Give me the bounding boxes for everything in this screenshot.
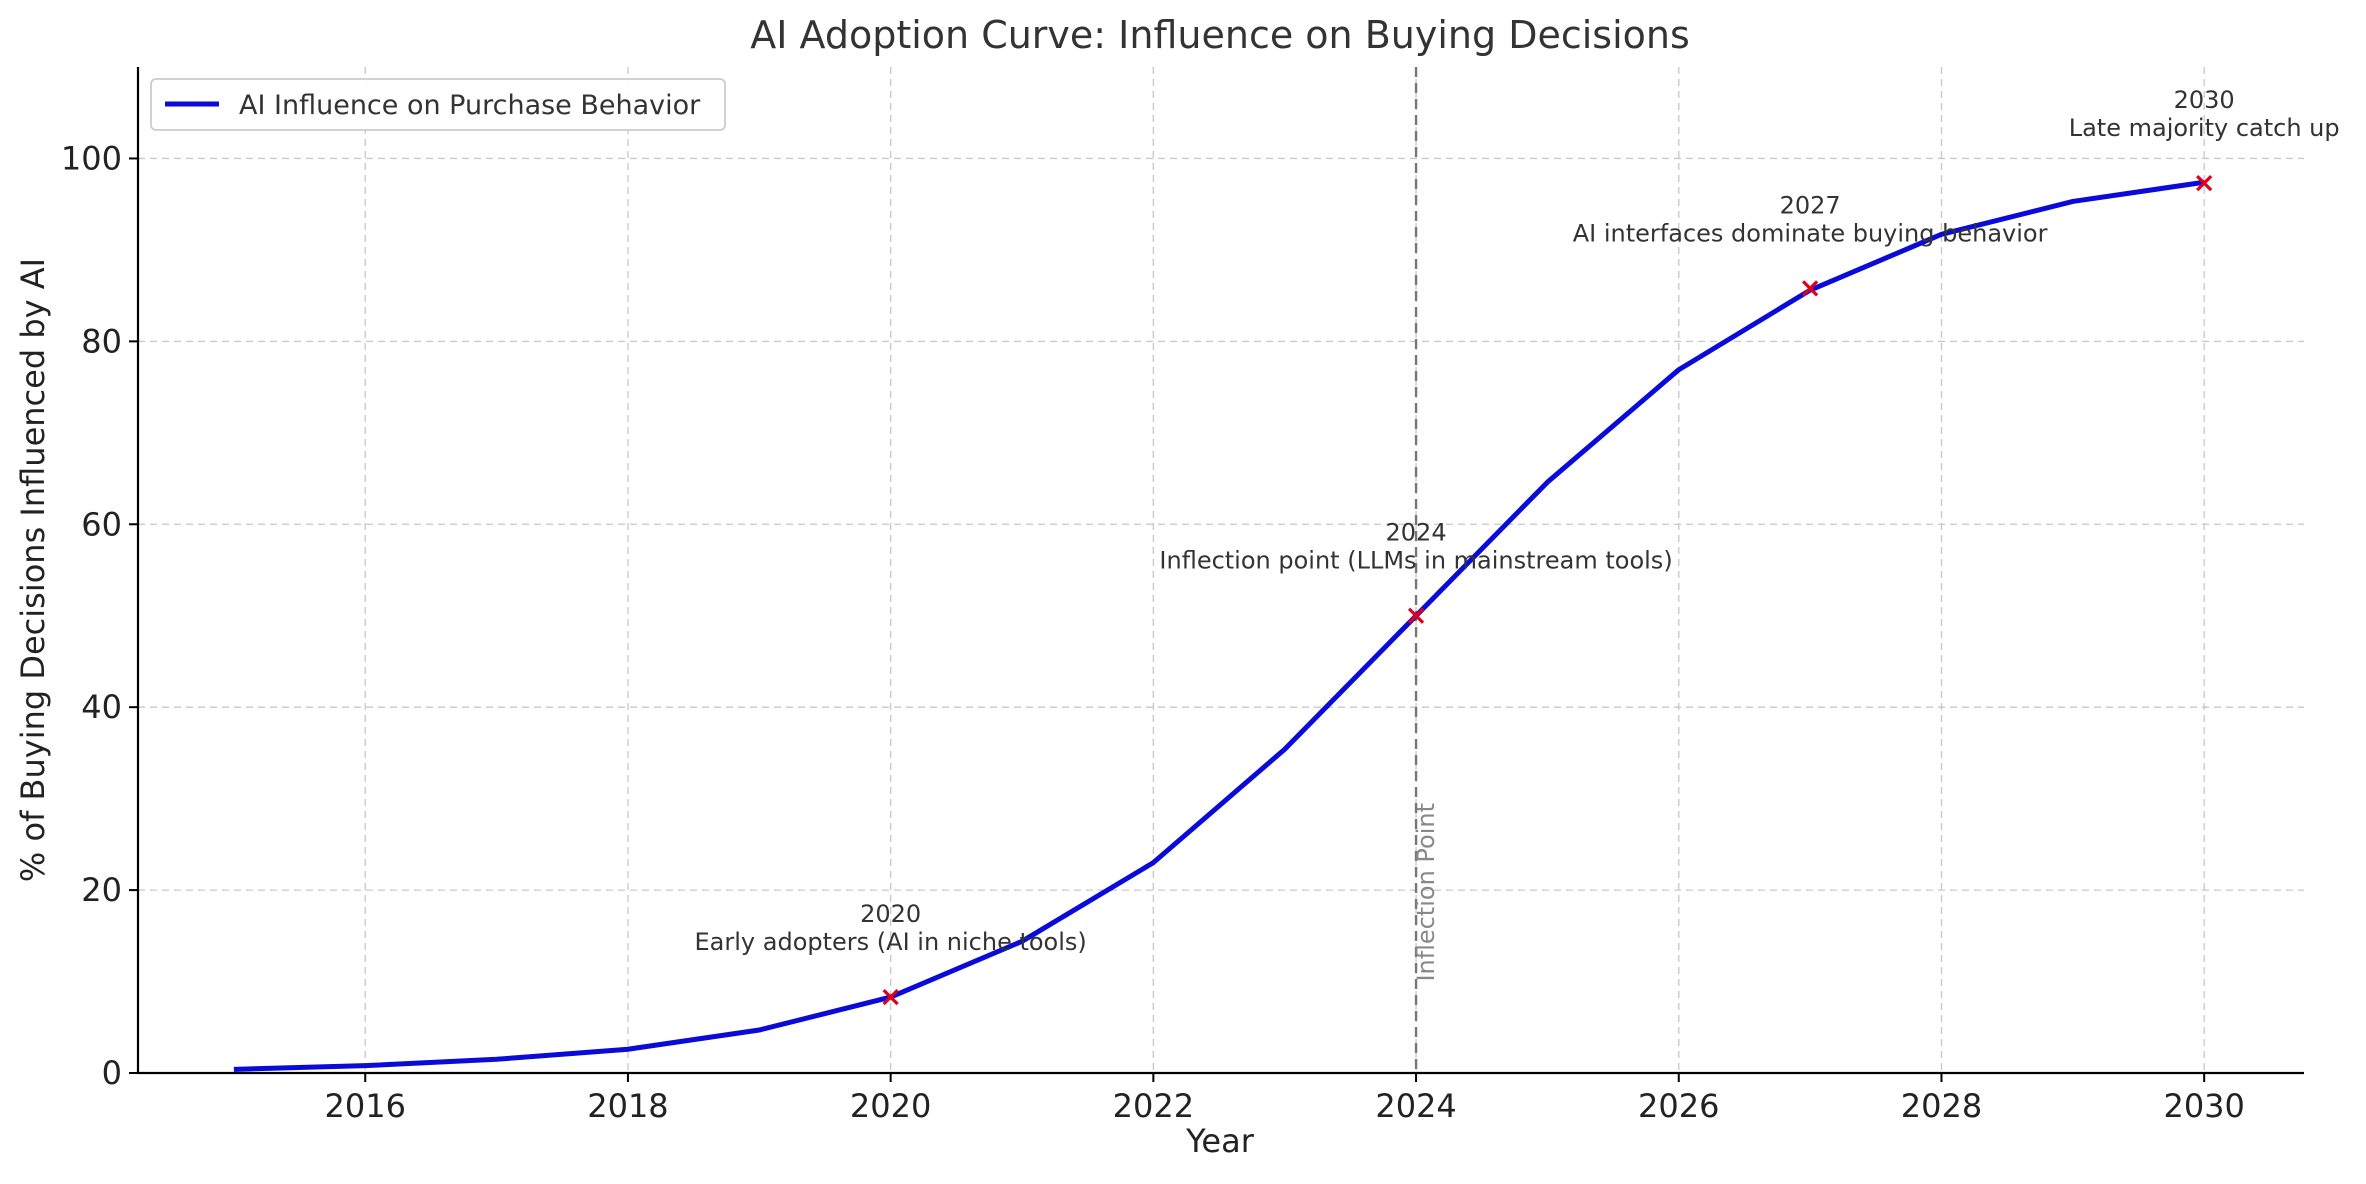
x-tick-label: 2018 (587, 1087, 668, 1125)
marker-layer (882, 175, 2213, 1006)
marker-stroke (1407, 607, 1425, 624)
x-tick-label: 2026 (1638, 1087, 1719, 1125)
inflection-vertical-line-label: Inflection Point (1412, 803, 1440, 982)
marker-stroke (1801, 280, 1819, 297)
y-tick-label: 40 (81, 688, 122, 726)
legend-entry-label: AI Influence on Purchase Behavior (239, 90, 701, 121)
axis-layer: 2016 2018 2020 2022 2024 2026 2028 2030 0 20 40 60 8… (61, 67, 2304, 1125)
annotation-marker (1407, 607, 1425, 624)
legend-box (150, 78, 726, 131)
y-tick-label: 20 (81, 871, 122, 909)
chart-title: AI Adoption Curve: Influence on Buying D… (750, 13, 1690, 57)
annotation-text: AI interfaces dominate buying behavior (1573, 219, 2048, 247)
annotation-year: 2024 (1386, 519, 1447, 547)
marker-stroke (2196, 175, 2213, 192)
series-line (233, 179, 2205, 1072)
annotation-marker (1801, 280, 1819, 297)
annotation-marker (2196, 175, 2213, 192)
y-tick-label: 100 (61, 139, 122, 177)
annotation-marker (882, 988, 899, 1006)
annotation-year: 2020 (860, 900, 921, 928)
x-tick-label: 2024 (1375, 1087, 1456, 1125)
annotation-text: Late majority catch up (2069, 114, 2340, 142)
x-tick-label: 2020 (850, 1087, 931, 1125)
annotation-year: 2027 (1780, 191, 1841, 219)
vertical-reference-layer: Inflection Point (1412, 67, 1440, 1073)
series-layer (233, 179, 2205, 1072)
legend: AI Influence on Purchase Behavior (150, 78, 726, 131)
x-axis-label: Year (1185, 1122, 1255, 1160)
x-tick-label: 2028 (1901, 1087, 1982, 1125)
y-tick-label: 0 (102, 1054, 122, 1092)
x-tick-label: 2022 (1113, 1087, 1194, 1125)
annotation-text: Early adopters (AI in niche tools) (695, 928, 1087, 956)
annotation-year: 2030 (2174, 86, 2235, 114)
annotation-text: Inflection point (LLMs in mainstream too… (1159, 547, 1672, 575)
y-tick-label: 80 (81, 322, 122, 360)
x-tick-label: 2016 (325, 1087, 406, 1125)
y-tick-label: 60 (81, 505, 122, 543)
x-tick-label: 2030 (2163, 1087, 2244, 1125)
grid-layer (138, 67, 2304, 1073)
y-axis-label: % of Buying Decisions Influenced by AI (14, 258, 52, 882)
marker-stroke (882, 988, 899, 1006)
